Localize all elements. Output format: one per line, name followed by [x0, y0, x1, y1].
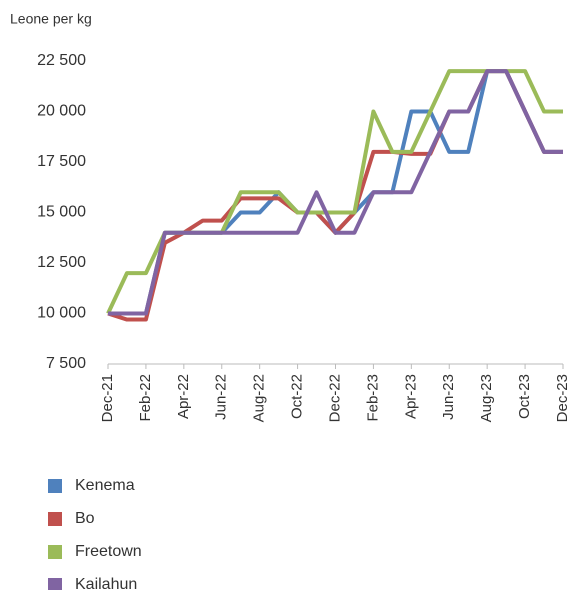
y-tick-label: 12 500 [37, 254, 86, 271]
x-tick-label: Feb-23 [364, 374, 381, 422]
legend-swatch [48, 578, 62, 590]
y-axis-label: Leone per kg [10, 11, 92, 27]
x-tick-label: Apr-22 [175, 374, 192, 419]
y-tick-label: 7 500 [46, 355, 86, 372]
x-tick-label: Jun-22 [213, 374, 230, 420]
x-tick-label: Dec-21 [99, 374, 116, 422]
legend-swatch [48, 545, 62, 559]
x-tick-label: Oct-23 [516, 374, 533, 419]
x-tick-label: Apr-23 [402, 374, 419, 419]
series-line [106, 69, 563, 315]
legend-label: Freetown [75, 543, 142, 560]
x-tick-label: Oct-22 [289, 374, 306, 419]
legend-swatch [48, 479, 62, 493]
series-line [108, 69, 563, 316]
x-tick-label: Aug-23 [478, 374, 495, 422]
y-tick-label: 17 500 [37, 153, 86, 170]
series-line [108, 69, 563, 316]
x-tick-label: Feb-22 [137, 374, 154, 422]
x-tick-label: Aug-22 [251, 374, 268, 422]
y-tick-label: 10 000 [37, 305, 86, 322]
legend-label: Kailahun [75, 576, 137, 590]
legend-label: Bo [75, 510, 95, 527]
y-tick-label: 22 500 [37, 52, 86, 69]
x-tick-label: Jun-23 [440, 374, 457, 420]
series-line [107, 69, 563, 322]
legend-label: Kenema [75, 477, 135, 494]
legend-swatch [48, 512, 62, 526]
y-tick-label: 15 000 [37, 204, 86, 221]
y-tick-label: 20 000 [37, 103, 86, 120]
x-tick-label: Dec-23 [554, 374, 571, 422]
x-tick-label: Dec-22 [326, 374, 343, 422]
